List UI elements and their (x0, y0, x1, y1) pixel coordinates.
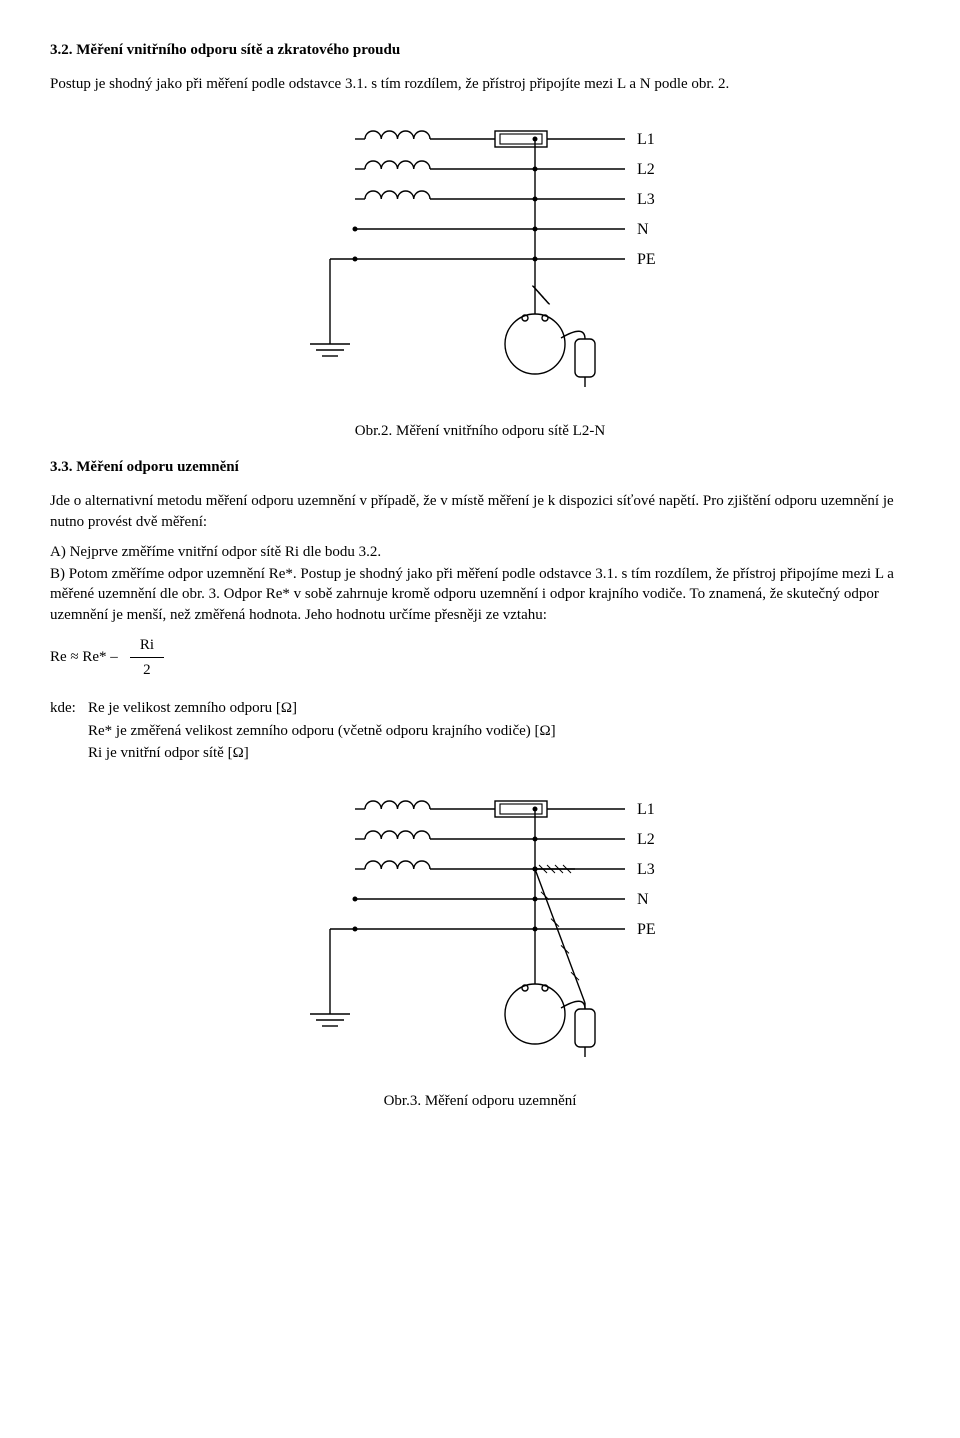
where-label: kde: (50, 698, 88, 765)
figure-3: L1 L2 L3 N PE (50, 779, 910, 1085)
formula-denominator: 2 (133, 658, 161, 680)
svg-text:N: N (637, 221, 649, 238)
svg-text:L1: L1 (637, 801, 655, 818)
where-line-1: Re je velikost zemního odporu [Ω] (88, 698, 556, 718)
svg-text:PE: PE (637, 251, 656, 268)
sec33-intro: Jde o alternativní metodu měření odporu … (50, 491, 910, 532)
figure-2-svg: L1 L2 L3 N PE (285, 109, 675, 409)
where-line-3: Ri je vnitřní odpor sítě [Ω] (88, 743, 556, 763)
sec33-heading: 3.3. Měření odporu uzemnění (50, 457, 910, 477)
where-line-2: Re* je změřená velikost zemního odporu (… (88, 721, 556, 741)
svg-text:L2: L2 (637, 161, 655, 178)
svg-text:PE: PE (637, 921, 656, 938)
figure-2: L1 L2 L3 N PE (50, 109, 910, 415)
formula-numerator: Ri (130, 635, 164, 657)
svg-text:L3: L3 (637, 861, 655, 878)
svg-text:L1: L1 (637, 131, 655, 148)
formula-fraction: Ri 2 (130, 635, 164, 681)
formula-lhs: Re ≈ Re* – (50, 647, 124, 667)
sec33-point-a: A) Nejprve změříme vnitřní odpor sítě Ri… (50, 542, 910, 562)
sec32-heading: 3.2. Měření vnitřního odporu sítě a zkra… (50, 40, 910, 60)
figure-3-caption: Obr.3. Měření odporu uzemnění (50, 1091, 910, 1111)
svg-text:L3: L3 (637, 191, 655, 208)
sec32-intro: Postup je shodný jako při měření podle o… (50, 74, 910, 94)
formula: Re ≈ Re* – Ri 2 (50, 635, 910, 681)
figure-3-svg: L1 L2 L3 N PE (285, 779, 675, 1079)
svg-text:N: N (637, 891, 649, 908)
sec33-point-b: B) Potom změříme odpor uzemnění Re*. Pos… (50, 564, 910, 625)
where-block: kde: Re je velikost zemního odporu [Ω] R… (50, 698, 910, 765)
svg-text:L2: L2 (637, 831, 655, 848)
figure-2-caption: Obr.2. Měření vnitřního odporu sítě L2-N (50, 421, 910, 441)
